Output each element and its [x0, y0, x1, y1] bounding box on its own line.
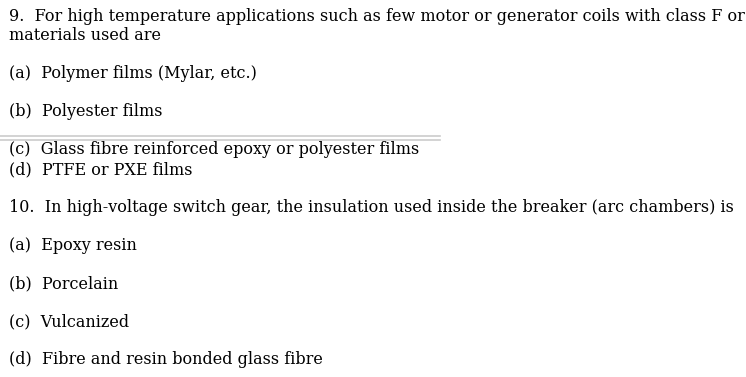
- Text: (c)  Vulcanized: (c) Vulcanized: [9, 313, 129, 330]
- Text: materials used are: materials used are: [9, 27, 161, 44]
- Text: (d)  Fibre and resin bonded glass fibre: (d) Fibre and resin bonded glass fibre: [9, 351, 323, 368]
- Text: (a)  Epoxy resin: (a) Epoxy resin: [9, 237, 137, 254]
- Text: (c)  Glass fibre reinforced epoxy or polyester films: (c) Glass fibre reinforced epoxy or poly…: [9, 141, 419, 158]
- Text: (d)  PTFE or PXE films: (d) PTFE or PXE films: [9, 161, 192, 178]
- Text: 10.  In high-voltage switch gear, the insulation used inside the breaker (arc ch: 10. In high-voltage switch gear, the ins…: [9, 199, 733, 216]
- Text: (b)  Polyester films: (b) Polyester films: [9, 103, 163, 120]
- Text: (b)  Porcelain: (b) Porcelain: [9, 275, 118, 292]
- Text: (a)  Polymer films (Mylar, etc.): (a) Polymer films (Mylar, etc.): [9, 65, 257, 82]
- Text: 9.  For high temperature applications such as few motor or generator coils with : 9. For high temperature applications suc…: [9, 8, 746, 25]
